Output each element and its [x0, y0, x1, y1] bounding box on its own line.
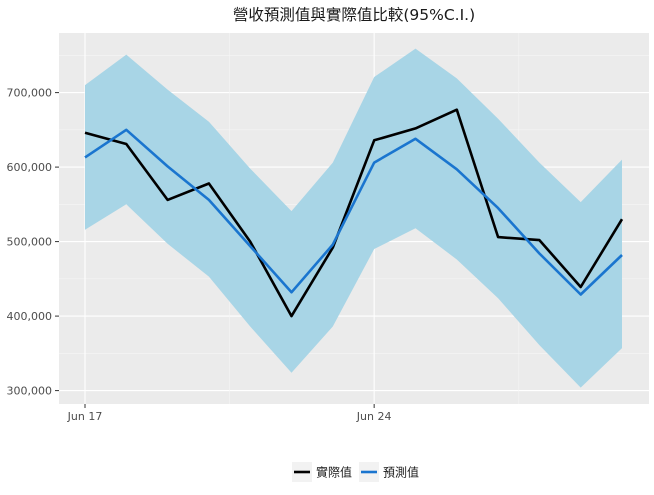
legend: 實際值 預測值	[292, 462, 419, 482]
legend-item-forecast: 預測值	[359, 462, 419, 482]
confidence-interval-band	[85, 48, 622, 388]
series-lines	[84, 108, 624, 318]
legend-label-actual: 實際值	[316, 465, 352, 480]
series-line-0	[84, 108, 624, 318]
series-line-1	[84, 128, 623, 296]
legend-label-forecast: 預測值	[383, 465, 419, 480]
y-tick-label: 600,000	[7, 161, 53, 174]
x-axis: Jun 17 Jun 24	[67, 404, 392, 423]
x-tick-label: Jun 24	[356, 410, 392, 423]
x-tick-label: Jun 17	[67, 410, 103, 423]
y-tick-label: 500,000	[7, 236, 53, 249]
y-tick-label: 700,000	[7, 87, 53, 100]
y-tick-label: 300,000	[7, 385, 53, 398]
legend-item-actual: 實際值	[292, 462, 352, 482]
y-axis: 300,000 400,000 500,000 600,000 700,000	[7, 87, 59, 398]
y-tick-label: 400,000	[7, 310, 53, 323]
chart-title: 營收預測值與實際值比較(95%C.I.)	[233, 5, 475, 24]
